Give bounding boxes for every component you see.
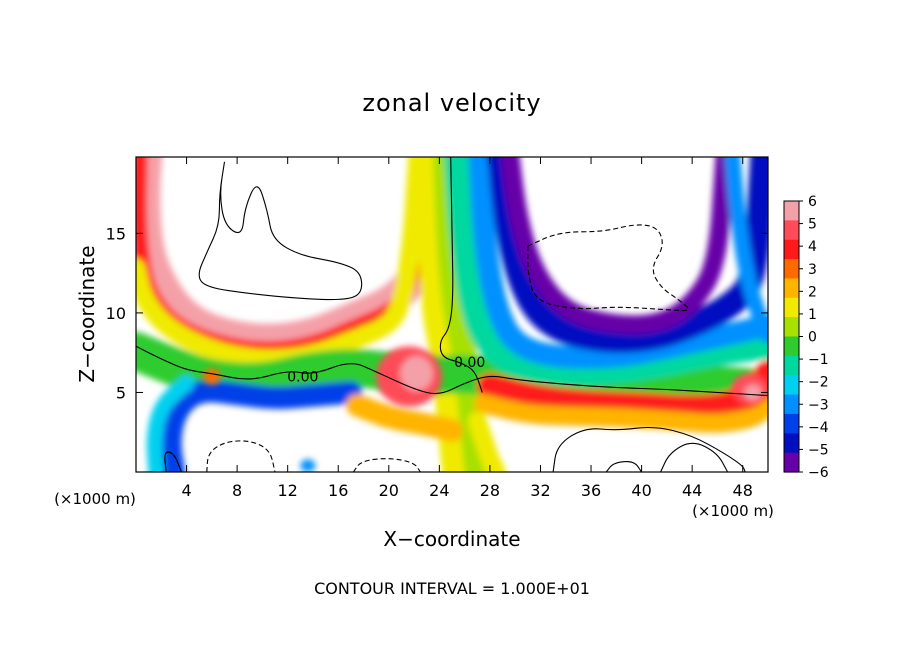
contour-line-1 <box>439 157 483 393</box>
colorbar-swatch <box>784 297 799 318</box>
contour-line-negative-3 <box>527 224 689 312</box>
colorbar-swatch <box>784 278 799 299</box>
velocity-field: 0.00 0.00 <box>136 157 768 472</box>
contour-line-6 <box>552 426 746 472</box>
y-tick-label: 5 <box>116 383 126 402</box>
x-tick-label: 36 <box>581 481 601 500</box>
colorbar-swatch <box>784 259 799 280</box>
colorbar-swatch <box>784 317 799 338</box>
contour-line-negative-4 <box>206 440 276 472</box>
y-tick-label: 15 <box>106 224 126 243</box>
colorbar-tick-label: −6 <box>808 465 829 481</box>
y-tick-label: 10 <box>106 304 126 323</box>
velocity-extremum-4 <box>744 384 762 401</box>
x-tick-label: 44 <box>682 481 702 500</box>
plot-frame <box>135 156 769 473</box>
x-tick-label: 40 <box>631 481 651 500</box>
velocity-band-16 <box>467 411 506 472</box>
colorbar-tick-label: 6 <box>808 194 817 210</box>
colorbar-swatch <box>784 239 799 260</box>
colorbar-swatch <box>784 375 799 396</box>
contour-line-9 <box>164 451 183 472</box>
velocity-band-12 <box>146 374 195 472</box>
x-unit-left: (×1000 m) <box>54 490 136 508</box>
colorbar-tick-label: 5 <box>808 217 817 233</box>
colorbar-tick-label: −4 <box>808 420 829 436</box>
colorbar-tick-label: −5 <box>808 442 829 458</box>
colorbar-swatch <box>784 394 799 415</box>
velocity-band-10 <box>724 157 768 344</box>
velocity-band-6 <box>444 157 768 386</box>
x-tick-label: 4 <box>181 481 191 500</box>
x-tick-label: 28 <box>480 481 500 500</box>
colorbar-swatch <box>784 220 799 241</box>
colorbar-swatch <box>784 413 799 434</box>
velocity-band-3 <box>415 157 478 472</box>
velocity-extremum-5 <box>203 368 221 385</box>
x-tick-label: 8 <box>232 481 242 500</box>
contour-label-0: 0.00 <box>287 370 318 386</box>
colorbar-tick-label: 2 <box>808 284 817 300</box>
colorbar-swatch <box>784 355 799 376</box>
x-axis: 4 8 12 16 20 24 28 32 36 40 44 48 <box>181 157 753 500</box>
chart-title: zonal velocity <box>362 89 541 117</box>
colorbar-swatch <box>784 201 799 221</box>
contour-line-2 <box>198 161 363 301</box>
x-tick-label: 12 <box>278 481 298 500</box>
colorbar-tick-label: 0 <box>808 330 817 346</box>
velocity-band-9 <box>500 157 735 335</box>
colorbar-tick-label: −3 <box>808 397 829 413</box>
colorbar-swatch <box>784 433 799 454</box>
velocity-band-8 <box>487 157 768 354</box>
colorbar-tick-label: 1 <box>808 307 817 323</box>
contour-line-negative-5 <box>352 458 421 472</box>
contour-interval-note: CONTOUR INTERVAL = 1.000E+01 <box>314 579 590 598</box>
x-tick-label: 20 <box>379 481 399 500</box>
velocity-band-11 <box>159 380 363 472</box>
colorbar: 6 5 4 3 2 1 0 −1 −2 −3 −4 −5 −6 <box>783 194 829 481</box>
x-tick-label: 24 <box>429 481 449 500</box>
y-axis: 5 10 15 <box>106 224 768 402</box>
contour-line-8 <box>605 461 643 472</box>
x-tick-label: 48 <box>733 481 753 500</box>
x-axis-label: X−coordinate <box>383 527 520 551</box>
velocity-band-15 <box>474 394 768 433</box>
y-axis-label: Z−coordinate <box>75 245 99 382</box>
velocity-extremum-6 <box>300 459 316 472</box>
x-tick-label: 32 <box>530 481 550 500</box>
colorbar-tick-label: −2 <box>808 375 829 391</box>
velocity-band-4 <box>432 157 491 472</box>
colorbar-swatch <box>784 452 799 473</box>
colorbar-swatch <box>784 336 799 357</box>
colorbar-tick-label: −1 <box>808 352 829 368</box>
contour-label-1: 0.00 <box>454 355 485 371</box>
velocity-extremum-2 <box>410 362 428 382</box>
colorbar-tick-label: 3 <box>808 262 817 278</box>
x-tick-label: 16 <box>328 481 348 500</box>
velocity-band-13 <box>346 394 464 442</box>
x-unit-right: (×1000 m) <box>692 502 774 520</box>
contour-line-0 <box>136 345 768 397</box>
colorbar-tick-label: 4 <box>808 239 817 255</box>
contour-line-7 <box>660 442 729 472</box>
velocity-band-7 <box>468 157 768 369</box>
